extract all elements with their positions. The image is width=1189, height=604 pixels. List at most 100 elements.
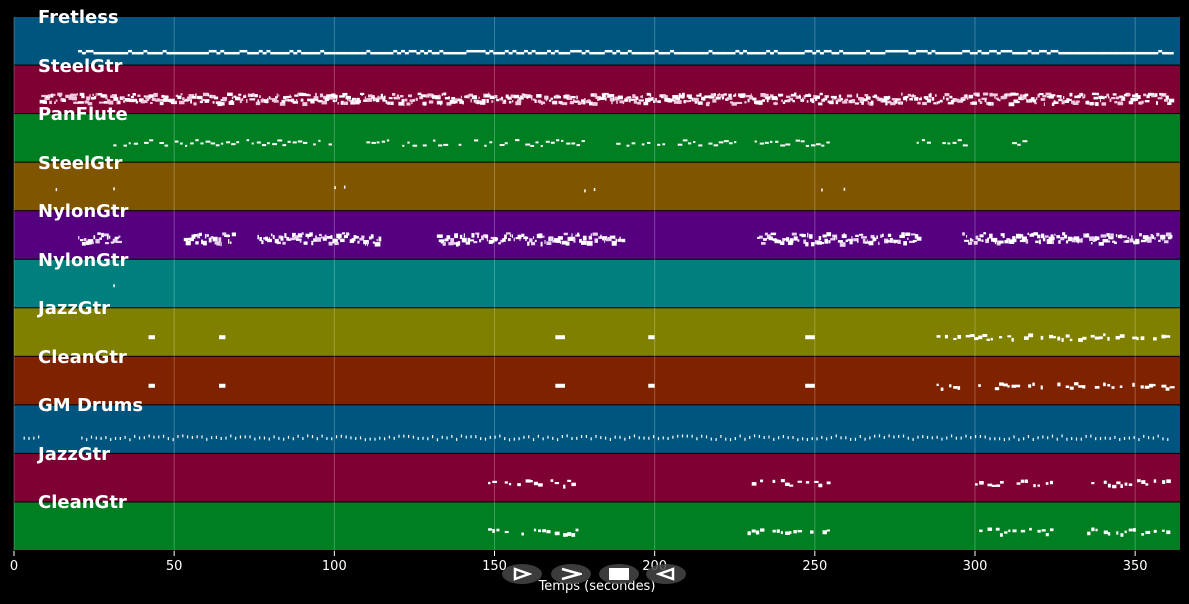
note xyxy=(577,49,582,53)
note xyxy=(970,101,973,105)
note xyxy=(994,241,997,245)
note xyxy=(1048,236,1055,241)
note xyxy=(969,334,975,338)
note xyxy=(197,233,201,239)
note xyxy=(287,99,294,102)
note xyxy=(989,437,991,441)
note xyxy=(892,49,897,53)
note xyxy=(515,101,522,106)
note xyxy=(723,51,728,55)
note xyxy=(723,140,729,143)
note xyxy=(743,49,748,53)
note xyxy=(108,51,113,55)
note xyxy=(532,438,535,442)
note xyxy=(1162,480,1166,484)
note xyxy=(1133,436,1135,440)
note xyxy=(1039,93,1044,96)
note xyxy=(86,96,91,101)
note xyxy=(265,236,269,241)
note xyxy=(1016,92,1019,96)
note xyxy=(326,94,332,98)
note xyxy=(673,51,678,55)
note xyxy=(297,434,299,438)
note xyxy=(923,49,928,53)
note xyxy=(627,49,632,53)
note xyxy=(420,49,425,53)
note xyxy=(1167,437,1169,441)
play-reverse-button[interactable] xyxy=(502,564,542,584)
track-label: SteelGtr xyxy=(38,55,123,77)
note xyxy=(124,435,126,439)
note xyxy=(1144,236,1151,242)
track-lane xyxy=(14,259,1180,308)
note xyxy=(504,49,509,53)
note xyxy=(1011,93,1017,96)
note xyxy=(539,51,544,55)
note xyxy=(285,51,290,55)
note xyxy=(1023,437,1025,441)
note xyxy=(576,144,581,147)
note xyxy=(235,436,237,440)
note xyxy=(629,435,631,439)
note xyxy=(994,95,996,99)
note xyxy=(600,97,606,100)
note xyxy=(1069,51,1074,55)
note xyxy=(294,94,299,97)
note xyxy=(772,479,776,483)
note xyxy=(116,51,121,55)
stop-button[interactable] xyxy=(599,564,639,584)
note xyxy=(119,436,121,440)
note xyxy=(438,94,441,98)
note xyxy=(450,238,455,243)
note xyxy=(1020,479,1025,483)
note xyxy=(718,141,724,144)
note xyxy=(219,335,226,340)
note xyxy=(215,435,218,439)
note xyxy=(319,93,324,98)
note xyxy=(866,239,868,243)
note xyxy=(1120,533,1124,537)
note xyxy=(142,99,148,104)
play-button[interactable] xyxy=(646,564,686,584)
note xyxy=(527,51,532,55)
note xyxy=(412,435,415,439)
note xyxy=(489,95,495,100)
note xyxy=(958,51,963,55)
note xyxy=(126,98,130,102)
note xyxy=(1075,100,1080,103)
note xyxy=(1050,234,1054,238)
note xyxy=(1013,435,1015,439)
note xyxy=(315,235,317,241)
note xyxy=(472,95,478,100)
note xyxy=(302,102,308,107)
note xyxy=(751,529,756,533)
note xyxy=(528,435,530,439)
note xyxy=(870,234,875,239)
note xyxy=(486,98,489,103)
note xyxy=(974,435,977,439)
note xyxy=(293,235,299,240)
note xyxy=(617,95,623,100)
note xyxy=(451,434,453,438)
forward-button[interactable] xyxy=(551,564,591,584)
note xyxy=(830,238,836,241)
note xyxy=(726,97,733,100)
note xyxy=(210,236,214,239)
note xyxy=(800,51,805,55)
note xyxy=(441,435,443,439)
note xyxy=(922,435,924,439)
note xyxy=(104,51,109,55)
note xyxy=(978,98,981,102)
note xyxy=(227,51,232,55)
note xyxy=(1008,49,1013,53)
note xyxy=(1117,101,1124,106)
note xyxy=(656,100,660,103)
note xyxy=(744,437,746,441)
note xyxy=(138,98,144,102)
x-tick-label: 50 xyxy=(165,559,183,574)
note xyxy=(1064,99,1070,103)
note xyxy=(572,99,575,103)
note xyxy=(212,49,217,53)
note xyxy=(720,93,725,98)
note xyxy=(1067,98,1072,102)
